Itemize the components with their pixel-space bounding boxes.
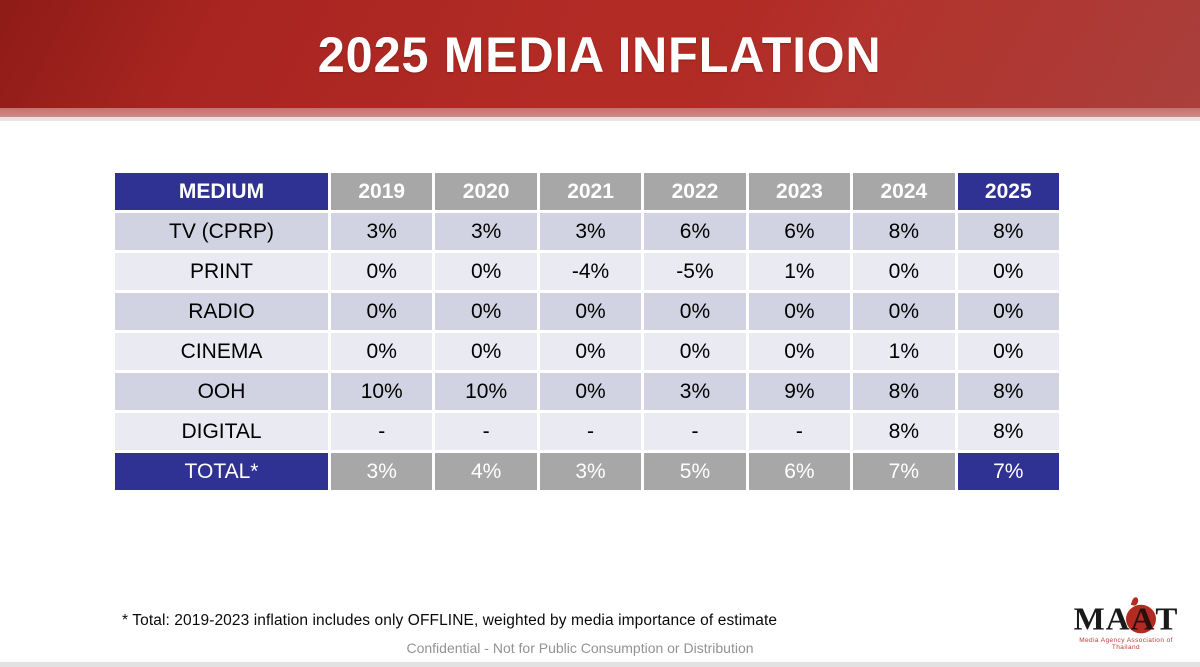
value-cell: - xyxy=(539,413,642,450)
bottom-divider xyxy=(0,662,1200,667)
value-cell: 3% xyxy=(435,213,537,250)
maat-logo-caption: Media Agency Association of Thailand xyxy=(1079,637,1173,651)
total-value-cell: 7% xyxy=(853,453,955,490)
table-body: TV (CPRP) 3% 3% 3% 6% 6% 8% 8% PRINT 0% 0% -4% -5% 1%… xyxy=(115,213,1059,490)
col-header-year: 2022 xyxy=(644,173,746,210)
value-cell: 10% xyxy=(331,373,433,410)
table-row: DIGITAL - - - - -8% 8% xyxy=(115,413,1059,450)
col-header-year: 2021 xyxy=(539,173,642,210)
value-cell: 0% xyxy=(644,333,746,370)
media-inflation-table-wrap: MEDIUM 2019 2020 2021 2022 2023 2024 2025 TV (C… xyxy=(112,170,1062,493)
value-cell: - xyxy=(748,413,851,450)
slide-title: 2025 MEDIA INFLATION xyxy=(318,27,882,83)
table-row: TV (CPRP) 3% 3% 3% 6% 6% 8% 8% xyxy=(115,213,1059,250)
medium-label: RADIO xyxy=(115,293,328,330)
total-value-cell: 3% xyxy=(539,453,642,490)
value-cell: 0% xyxy=(539,293,642,330)
medium-label: CINEMA xyxy=(115,333,328,370)
total-label: TOTAL* xyxy=(115,453,328,490)
value-cell: 8% xyxy=(957,373,1059,410)
col-header-year: 2024 xyxy=(853,173,955,210)
total-value-cell: 7% xyxy=(957,453,1059,490)
table-row: RADIO 0% 0% 0% 0% 0% 0% 0% xyxy=(115,293,1059,330)
value-cell: 0% xyxy=(435,293,537,330)
value-cell: 8% xyxy=(957,213,1059,250)
value-cell: -4% xyxy=(539,253,642,290)
value-cell: -5% xyxy=(644,253,746,290)
value-cell: 8% xyxy=(853,373,955,410)
maat-logo: MA AT Media Agency Association of Thailan… xyxy=(1068,596,1184,651)
value-cell: 0% xyxy=(957,253,1059,290)
medium-label: PRINT xyxy=(115,253,328,290)
value-cell: 0% xyxy=(539,373,642,410)
value-cell: 3% xyxy=(644,373,746,410)
value-cell: 0% xyxy=(957,293,1059,330)
value-cell: 10% xyxy=(435,373,537,410)
value-cell: 3% xyxy=(331,213,433,250)
col-header-medium: MEDIUM xyxy=(115,173,328,210)
medium-label: OOH xyxy=(115,373,328,410)
value-cell: 0% xyxy=(435,333,537,370)
value-cell: 0% xyxy=(539,333,642,370)
value-cell: 0% xyxy=(435,253,537,290)
col-header-year: 2019 xyxy=(331,173,433,210)
table-row: OOH 10% 10% 0% 3% 9% 8% 8% xyxy=(115,373,1059,410)
value-cell: - xyxy=(644,413,746,450)
total-value-cell: 5% xyxy=(644,453,746,490)
value-cell: - xyxy=(435,413,537,450)
value-cell: 0% xyxy=(748,293,851,330)
header-row: MEDIUM 2019 2020 2021 2022 2023 2024 2025 xyxy=(115,173,1059,210)
table-row: PRINT 0% 0% -4% -5% 1% 0% 0% xyxy=(115,253,1059,290)
confidential-note: Confidential - Not for Public Consumptio… xyxy=(406,640,754,656)
banner-accent-strip xyxy=(0,108,1200,117)
title-banner: 2025 MEDIA INFLATION xyxy=(0,0,1200,108)
value-cell: 0% xyxy=(853,293,955,330)
table-row: CINEMA 0% 0% 0% 0% 0% 1% 0% xyxy=(115,333,1059,370)
value-cell: 8% xyxy=(957,413,1059,450)
inflation-table: MEDIUM 2019 2020 2021 2022 2023 2024 2025 TV (C… xyxy=(112,170,1062,493)
value-cell: 9% xyxy=(748,373,851,410)
col-header-year: 2020 xyxy=(435,173,537,210)
value-cell: 0% xyxy=(331,333,433,370)
total-row: TOTAL* 3% 4% 3% 5% 6% 7% 7% xyxy=(115,453,1059,490)
col-header-year: 2025 xyxy=(957,173,1059,210)
value-cell: 1% xyxy=(748,253,851,290)
total-value-cell: 3% xyxy=(331,453,433,490)
value-cell: 0% xyxy=(853,253,955,290)
col-header-year: 2023 xyxy=(748,173,851,210)
banner-accent-strip-light xyxy=(0,117,1200,121)
total-footnote: * Total: 2019-2023 inflation includes on… xyxy=(122,612,778,629)
value-cell: 0% xyxy=(644,293,746,330)
logo-text-a: A xyxy=(1130,602,1156,638)
total-value-cell: 6% xyxy=(748,453,851,490)
value-cell: 0% xyxy=(957,333,1059,370)
value-cell: 3% xyxy=(539,213,642,250)
total-value-cell: 4% xyxy=(435,453,537,490)
value-cell: - xyxy=(331,413,433,450)
value-cell: 6% xyxy=(748,213,851,250)
logo-text-t: T xyxy=(1155,602,1179,638)
value-cell: 6% xyxy=(644,213,746,250)
medium-label: DIGITAL xyxy=(115,413,328,450)
value-cell: 8% xyxy=(853,213,955,250)
value-cell: 0% xyxy=(748,333,851,370)
value-cell: 8% xyxy=(853,413,955,450)
table-header: MEDIUM 2019 2020 2021 2022 2023 2024 2025 xyxy=(115,173,1059,210)
value-cell: 0% xyxy=(331,253,433,290)
value-cell: 0% xyxy=(331,293,433,330)
maat-logo-word: MA AT xyxy=(1068,596,1184,638)
logo-text-ma: MA xyxy=(1073,602,1131,638)
value-cell: 1% xyxy=(853,333,955,370)
medium-label: TV (CPRP) xyxy=(115,213,328,250)
